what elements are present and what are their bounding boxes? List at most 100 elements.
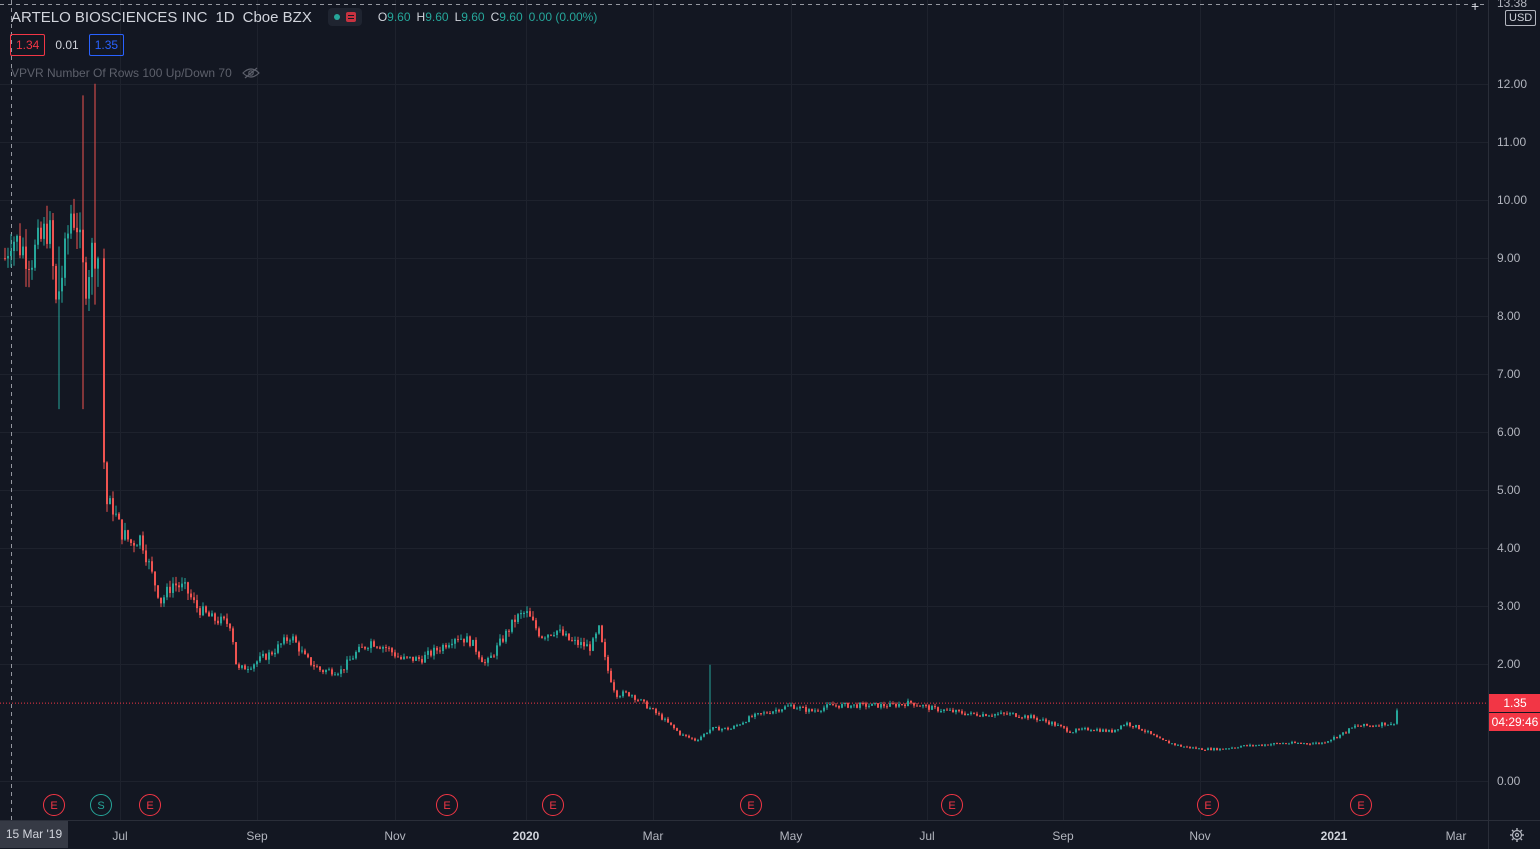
earnings-event-badge[interactable]: E (1350, 794, 1372, 816)
candle-body (1387, 724, 1389, 726)
candle (1012, 712, 1014, 715)
earnings-event-badge[interactable]: E (740, 794, 762, 816)
candle-body (328, 669, 330, 671)
candle (652, 707, 654, 710)
earnings-event-badge[interactable]: E (139, 794, 161, 816)
candle-body (28, 268, 30, 270)
candle (730, 728, 732, 730)
candlestick-chart[interactable] (0, 0, 1488, 820)
time-axis[interactable]: Jul Sep Nov 2020 Mar May Jul Sep Nov 2021 Mar 15 M… (0, 820, 1488, 849)
candle-body (1162, 738, 1164, 740)
candle (1330, 739, 1332, 743)
candle-body (1237, 747, 1239, 749)
candle (1297, 742, 1299, 744)
candle (325, 669, 327, 675)
candle (400, 655, 402, 660)
interval-label[interactable]: 1D (215, 8, 235, 26)
split-event-badge[interactable]: S (90, 794, 112, 816)
indicator-label: VPVR Number Of Rows 100 Up/Down 70 (11, 66, 232, 80)
candle (499, 634, 501, 647)
candle (919, 705, 921, 707)
chart-pane[interactable]: ARTELO BIOSCIENCES INC 1D Cboe BZX O 9.60… (0, 0, 1488, 820)
candle (706, 732, 708, 735)
market-status[interactable] (327, 8, 362, 26)
candle (607, 654, 609, 674)
candle-body (625, 691, 627, 693)
earnings-event-badge[interactable]: E (1197, 794, 1219, 816)
candle-body (127, 530, 129, 540)
candle (1213, 747, 1215, 752)
candle (781, 708, 783, 713)
candle (1243, 745, 1245, 747)
candle (241, 664, 243, 670)
candle (364, 646, 366, 651)
candle-body (1222, 748, 1224, 750)
candle (727, 726, 729, 731)
candle-body (1129, 722, 1131, 726)
earnings-event-badge[interactable]: E (941, 794, 963, 816)
candle-body (1189, 746, 1191, 749)
price-axis[interactable]: 12.00 11.00 10.00 9.00 8.00 7.00 6.00 5.00 4.00 3… (1471, 0, 1540, 820)
candle-body (1039, 719, 1041, 721)
candle-body (1243, 745, 1245, 747)
candle-body (1030, 715, 1032, 719)
candle (724, 727, 726, 730)
candle-body (1183, 746, 1185, 748)
bid-price[interactable]: 1.34 (10, 34, 46, 56)
flag-icon[interactable] (345, 12, 356, 22)
earnings-event-badge[interactable]: E (43, 794, 65, 816)
candle-body (4, 258, 6, 260)
candle (925, 703, 927, 708)
candle (1105, 728, 1107, 733)
candle (1135, 724, 1137, 729)
candle (1267, 744, 1269, 746)
candle-body (820, 710, 822, 712)
ask-price[interactable]: 1.35 (88, 34, 125, 56)
candle-body (607, 656, 609, 671)
candle-body (1099, 729, 1101, 732)
gear-icon[interactable] (1509, 827, 1525, 843)
candle-body (1093, 730, 1095, 732)
candle-body (640, 699, 642, 701)
candle-body (637, 699, 639, 701)
candle (757, 712, 759, 716)
candle-body (1351, 727, 1353, 729)
candle (1045, 717, 1047, 724)
candle-body (754, 713, 756, 717)
candle-body (70, 213, 72, 234)
candle-body (139, 535, 141, 546)
eye-hidden-icon[interactable] (241, 67, 260, 79)
candle (1183, 746, 1185, 748)
earnings-event-badge[interactable]: E (436, 794, 458, 816)
currency-label[interactable]: USD (1505, 10, 1537, 26)
candle (244, 663, 246, 670)
candle (286, 634, 288, 644)
candle-body (781, 709, 783, 712)
candle (322, 669, 324, 675)
candle (118, 512, 120, 520)
candle (547, 634, 549, 642)
candle-body (928, 705, 930, 710)
candle (970, 711, 972, 716)
candle-body (721, 728, 723, 731)
candle (1063, 725, 1065, 729)
candle-body (286, 637, 288, 641)
candle (964, 711, 966, 716)
candle (1039, 719, 1041, 722)
candle-body (1078, 729, 1080, 731)
candle-body (1354, 725, 1356, 728)
candle-body (880, 704, 882, 708)
earnings-event-badge[interactable]: E (542, 794, 564, 816)
symbol-name[interactable]: ARTELO BIOSCIENCES INC (11, 8, 208, 26)
candle-body (229, 623, 231, 629)
exchange-label: Cboe BZX (242, 8, 312, 26)
indicator-legend[interactable]: VPVR Number Of Rows 100 Up/Down 70 (11, 66, 260, 80)
candle-body (802, 706, 804, 708)
candle-body (1255, 745, 1257, 747)
candle-body (943, 709, 945, 712)
plus-icon[interactable]: + (1471, 0, 1480, 14)
candle (1294, 740, 1296, 744)
candle (310, 657, 312, 667)
candle (259, 652, 261, 664)
candle-body (25, 246, 27, 269)
